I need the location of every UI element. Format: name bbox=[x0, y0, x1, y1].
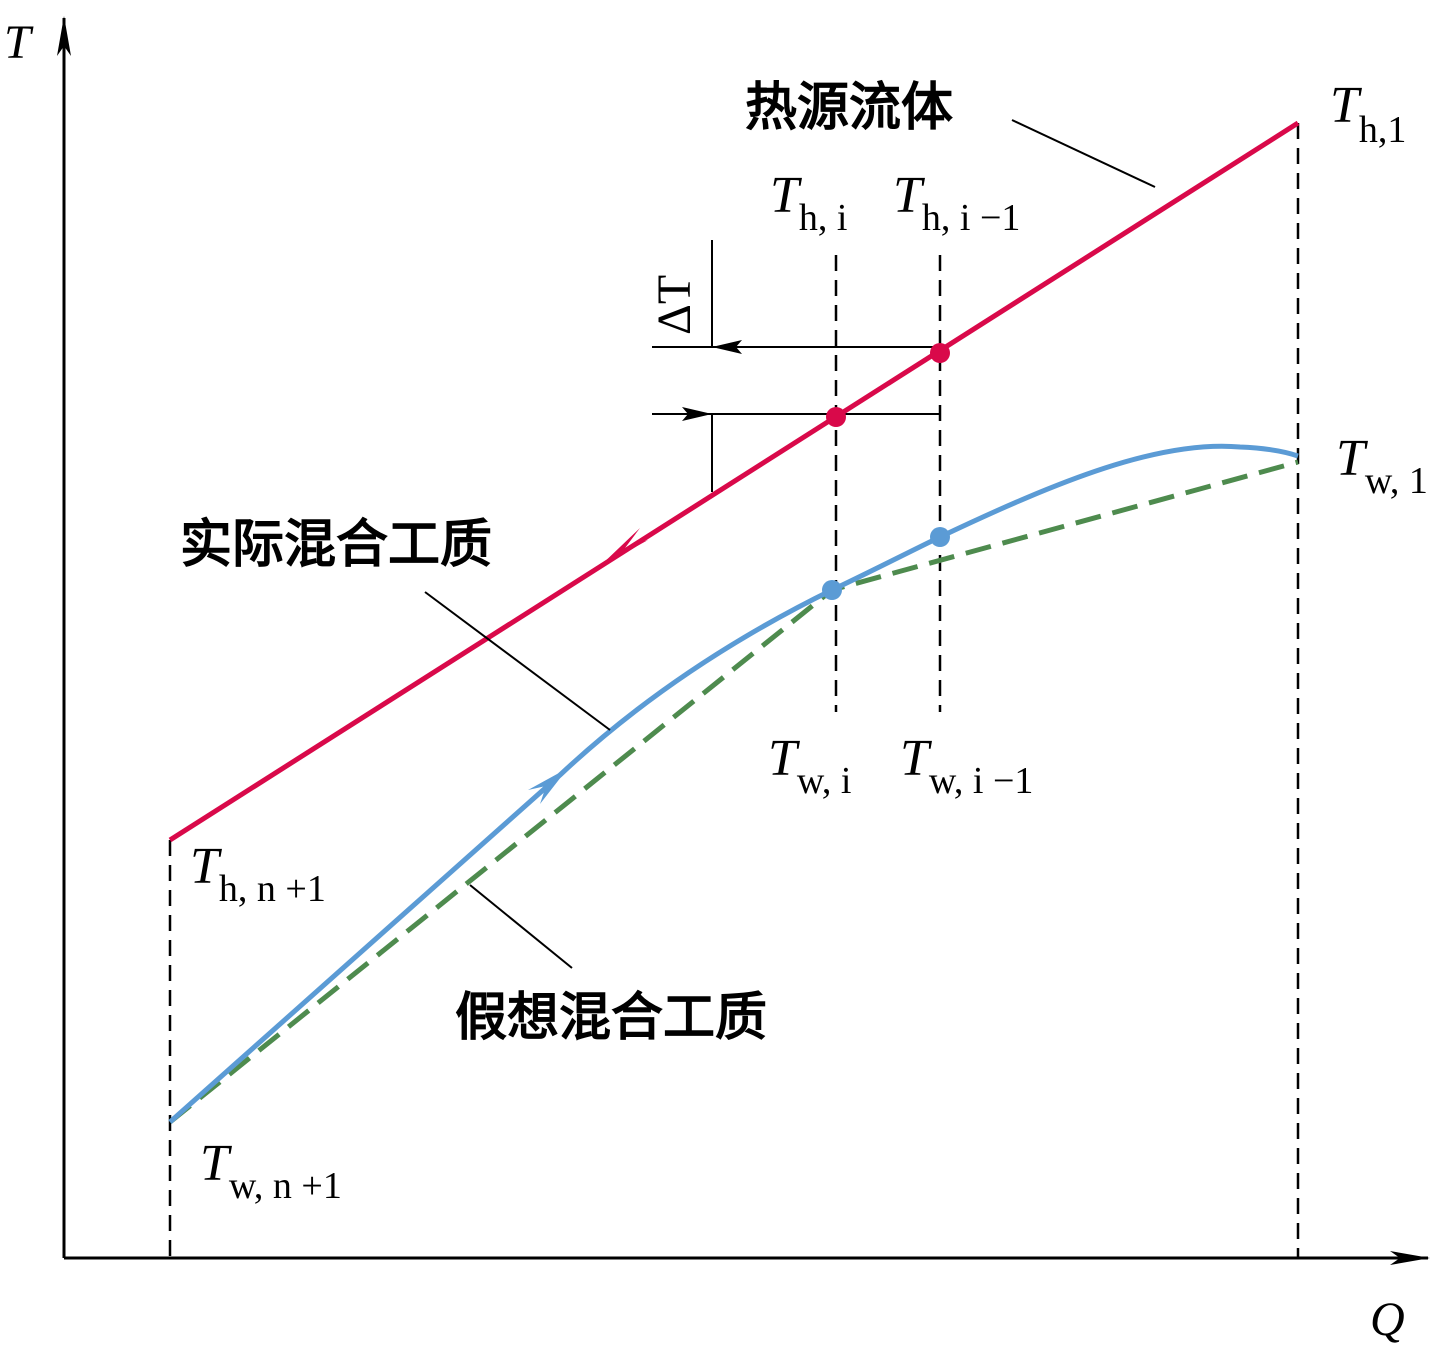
hot-fluid-leader bbox=[1011, 119, 1156, 188]
point-tw-i-1 bbox=[930, 527, 950, 547]
actual-mixture-leader bbox=[424, 591, 611, 731]
label-tw-i: Tw, i bbox=[768, 730, 851, 802]
label-th-i: Th, i bbox=[770, 167, 847, 239]
y-axis-label: T bbox=[4, 16, 34, 69]
label-tw-i-1: Tw, i −1 bbox=[900, 730, 1033, 802]
x-axis-label: Q bbox=[1370, 1293, 1405, 1346]
label-th-n1: Th, n +1 bbox=[190, 838, 326, 910]
ideal-mixture-label: 假想混合工质 bbox=[455, 988, 767, 1048]
hot-fluid-line bbox=[168, 120, 1300, 843]
label-tw-n1: Tw, n +1 bbox=[200, 1135, 342, 1207]
actual-mixture-curve bbox=[168, 443, 1299, 1124]
point-tw-i bbox=[822, 580, 842, 600]
point-th-i bbox=[826, 407, 846, 427]
delta-t-label: ΔT bbox=[648, 275, 701, 335]
actual-mixture-arrow-icon bbox=[528, 768, 568, 804]
label-th-i-1: Th, i −1 bbox=[893, 167, 1020, 239]
actual-mixture-label: 实际混合工质 bbox=[180, 515, 492, 575]
hot-fluid-arrow-icon bbox=[598, 528, 648, 568]
point-th-i-1 bbox=[930, 343, 950, 363]
hot-fluid-label: 热源流体 bbox=[745, 78, 953, 138]
label-th-1: Th,1 bbox=[1330, 77, 1406, 151]
ideal-mixture-leader bbox=[469, 884, 573, 969]
label-tw-1: Tw, 1 bbox=[1336, 430, 1428, 502]
